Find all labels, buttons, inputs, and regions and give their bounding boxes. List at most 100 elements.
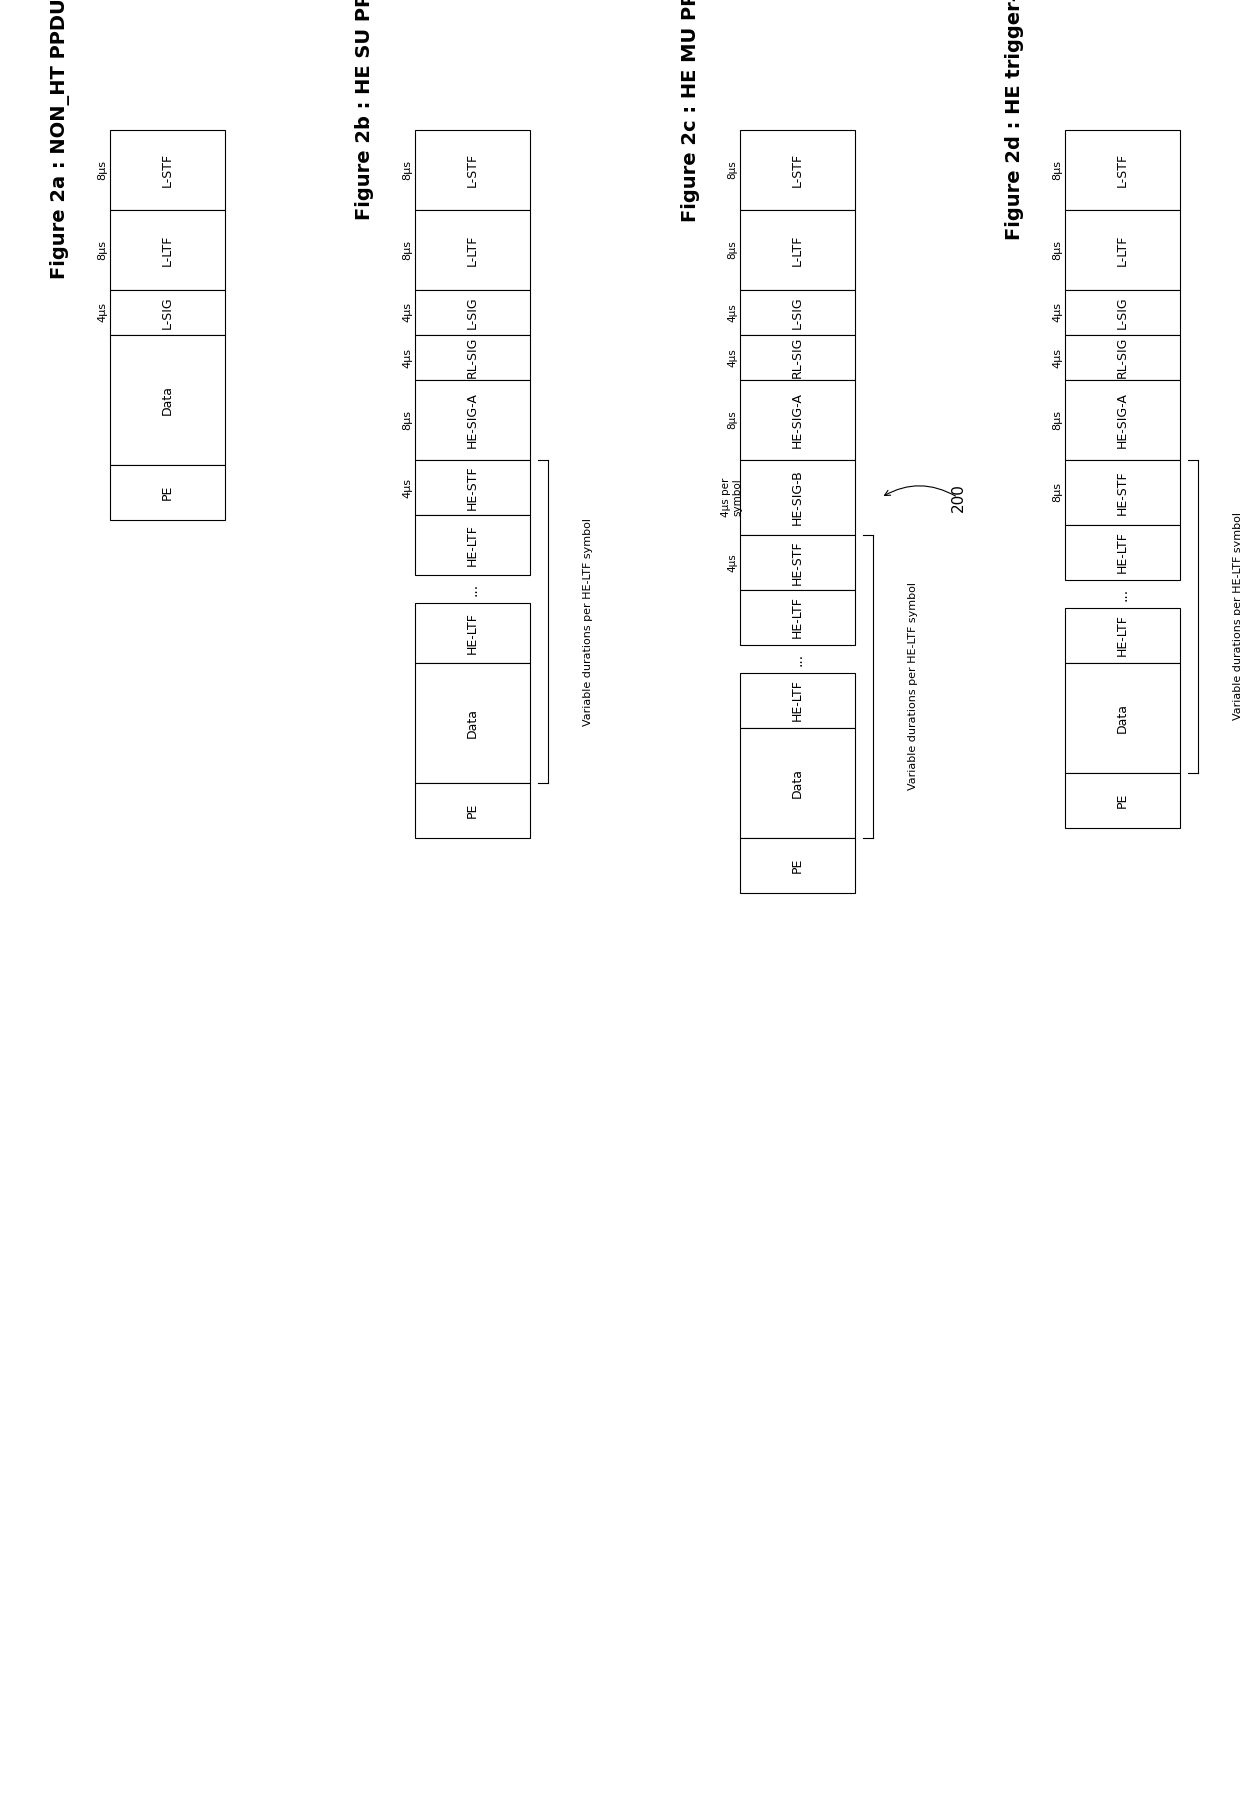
Text: L-SIG: L-SIG [1116,296,1128,329]
Bar [415,663,529,783]
Text: PE: PE [161,485,174,501]
Text: 4μs: 4μs [727,348,737,366]
Text: HE-SIG-A: HE-SIG-A [466,392,479,447]
Bar [415,783,529,839]
Bar [1065,210,1180,289]
Text: Data: Data [1116,702,1128,733]
Text: HE-LTF: HE-LTF [791,679,804,722]
Text: HE-STF: HE-STF [1116,471,1128,515]
Bar [110,129,224,210]
Text: L-SIG: L-SIG [161,296,174,329]
Text: 4μs: 4μs [727,304,737,321]
Text: RL-SIG: RL-SIG [466,338,479,379]
Bar [740,591,856,645]
Bar [415,603,529,663]
Text: PE: PE [1116,792,1128,808]
Text: ...: ... [791,652,805,666]
Text: 8μs: 8μs [1052,483,1061,503]
Text: 4μs: 4μs [1052,302,1061,323]
Text: Data: Data [161,384,174,415]
Text: Variable durations per HE-LTF symbol: Variable durations per HE-LTF symbol [908,582,918,790]
Text: 4μs: 4μs [97,302,107,323]
Text: Variable durations per HE-LTF symbol: Variable durations per HE-LTF symbol [1233,512,1240,720]
Bar [415,210,529,289]
Text: 4μs: 4μs [402,302,412,323]
Bar [1065,460,1180,524]
Bar [740,674,856,727]
Bar [110,465,224,521]
Text: Figure 2b : HE SU PPDU format: Figure 2b : HE SU PPDU format [356,0,374,221]
Text: Variable durations per HE-LTF symbol: Variable durations per HE-LTF symbol [583,517,593,726]
Text: 200: 200 [951,483,966,512]
Text: HE-LTF: HE-LTF [1116,532,1128,573]
Text: 8μs: 8μs [97,241,107,260]
Bar [110,289,224,336]
Text: 4μs: 4μs [727,553,737,571]
Bar [740,460,856,535]
Text: 8μs: 8μs [1052,409,1061,429]
Text: L-STF: L-STF [791,153,804,187]
Text: PE: PE [466,803,479,819]
Text: 8μs: 8μs [402,160,412,180]
Bar [415,129,529,210]
Text: Data: Data [791,769,804,797]
Text: 8μs: 8μs [727,241,737,259]
Text: 8μs: 8μs [727,160,737,180]
Bar [1065,524,1180,580]
Text: HE-LTF: HE-LTF [1116,614,1128,656]
Bar [1065,663,1180,772]
Text: HE-STF: HE-STF [791,541,804,585]
Bar [740,210,856,289]
Bar [110,336,224,465]
Text: 8μs: 8μs [97,160,107,180]
Text: ...: ... [1116,587,1130,600]
Bar [1065,772,1180,828]
Bar [415,515,529,575]
Bar [740,336,856,381]
Text: 8μs: 8μs [727,411,737,429]
Bar [415,381,529,460]
Text: 8μs: 8μs [402,241,412,260]
Bar [110,210,224,289]
Bar [740,289,856,336]
Text: 4μs: 4μs [402,478,412,497]
Text: Figure 2c : HE MU PPDU format: Figure 2c : HE MU PPDU format [681,0,699,221]
Bar [1065,129,1180,210]
Text: L-LTF: L-LTF [1116,233,1128,266]
Bar [740,535,856,591]
Bar [1065,381,1180,460]
Bar [1065,336,1180,381]
Text: Figure 2d : HE trigger-based PPDU: Figure 2d : HE trigger-based PPDU [1006,0,1024,239]
Text: Figure 2a : NON_HT PPDU format (legacy): Figure 2a : NON_HT PPDU format (legacy) [50,0,69,278]
Text: 4μs: 4μs [1052,347,1061,368]
Text: RL-SIG: RL-SIG [1116,338,1128,379]
Bar [740,129,856,210]
Text: L-LTF: L-LTF [791,233,804,266]
Text: ...: ... [465,582,480,596]
Text: 8μs: 8μs [1052,241,1061,260]
Bar [415,289,529,336]
Bar [740,727,856,839]
Text: RL-SIG: RL-SIG [791,338,804,379]
Text: Data: Data [466,708,479,738]
Text: HE-LTF: HE-LTF [466,612,479,654]
Text: HE-SIG-A: HE-SIG-A [791,392,804,447]
Bar [415,336,529,381]
Bar [740,839,856,893]
Text: 4μs: 4μs [402,347,412,368]
Text: L-SIG: L-SIG [466,296,479,329]
Text: HE-SIG-B: HE-SIG-B [791,469,804,526]
Text: L-STF: L-STF [1116,153,1128,187]
Bar [1065,609,1180,663]
Text: HE-STF: HE-STF [466,465,479,510]
Text: 4μs per
symbol: 4μs per symbol [722,478,743,517]
Text: 8μs: 8μs [402,409,412,429]
Text: HE-LTF: HE-LTF [466,524,479,566]
Text: L-LTF: L-LTF [161,233,174,266]
Text: L-LTF: L-LTF [466,233,479,266]
Text: 8μs: 8μs [1052,160,1061,180]
Text: L-STF: L-STF [161,153,174,187]
Text: PE: PE [791,858,804,873]
Text: HE-LTF: HE-LTF [791,596,804,638]
Bar [1065,289,1180,336]
